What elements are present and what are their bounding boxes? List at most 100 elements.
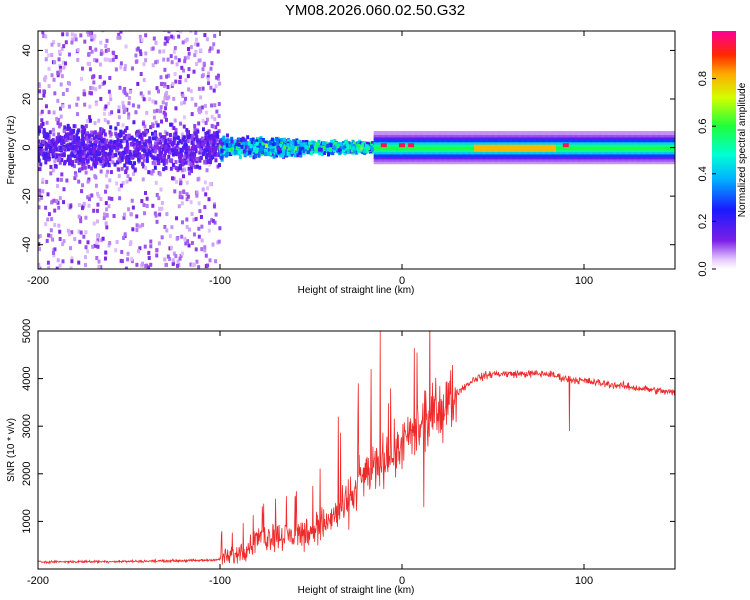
heatmap-cell — [482, 143, 485, 148]
heatmap-cell — [491, 133, 494, 138]
heatmap-cell — [208, 149, 212, 154]
heatmap-cell — [428, 138, 431, 143]
heatmap-cell — [129, 240, 133, 245]
heatmap-cell — [465, 135, 468, 140]
heatmap-cell — [241, 136, 245, 141]
heatmap-cell — [83, 126, 87, 131]
heatmap-cell — [405, 148, 408, 152]
heatmap-cell — [422, 157, 425, 162]
heatmap-cell — [38, 266, 42, 269]
heatmap-cell — [98, 131, 102, 136]
heatmap-cell — [463, 143, 466, 148]
heatmap-cell — [199, 138, 203, 143]
heatmap-cell — [218, 139, 222, 144]
heatmap-cell — [404, 135, 407, 140]
heatmap-cell — [455, 148, 458, 152]
heatmap-cell — [83, 102, 87, 107]
heatmap-cell — [454, 143, 457, 148]
heatmap-cell — [487, 145, 490, 150]
heatmap-cell — [87, 52, 91, 57]
heatmap-cell — [429, 152, 432, 157]
heatmap-cell — [483, 138, 486, 143]
heatmap-cell — [411, 152, 414, 157]
heatmap-cell — [155, 108, 159, 113]
heatmap-cell — [432, 135, 435, 140]
heatmap-cell — [508, 157, 511, 162]
heatmap-cell — [489, 140, 492, 145]
heatmap-cell — [403, 150, 406, 155]
heatmap-cell — [459, 143, 462, 148]
heatmap-cell — [375, 135, 378, 140]
heatmap-cell — [523, 145, 526, 150]
heatmap-cell — [427, 150, 430, 155]
heatmap-cell — [461, 138, 464, 143]
heatmap-cell — [137, 104, 141, 109]
heatmap-cell — [441, 135, 444, 140]
heatmap-cell — [169, 158, 173, 163]
heatmap-cell — [452, 133, 455, 138]
heatmap-cell — [94, 134, 98, 139]
heatmap-cell — [242, 145, 246, 150]
heatmap-cell — [204, 145, 208, 150]
heatmap-cell — [498, 152, 501, 157]
heatmap-cell — [452, 157, 455, 162]
heatmap-cell — [57, 205, 61, 210]
heatmap-cell — [418, 133, 421, 138]
heatmap-cell — [415, 148, 418, 152]
heatmap-cell — [422, 140, 425, 145]
heatmap-cell — [403, 135, 406, 140]
heatmap-cell — [382, 133, 385, 138]
heatmap-cell — [516, 157, 519, 162]
heatmap-cell — [376, 150, 379, 155]
heatmap-cell — [398, 138, 401, 143]
heatmap-cell — [522, 145, 525, 150]
heatmap-cell — [386, 140, 389, 145]
heatmap-cell — [142, 62, 146, 67]
heatmap-cell — [93, 163, 97, 168]
heatmap-cell — [77, 229, 81, 234]
heatmap-cell — [401, 148, 403, 152]
heatmap-cell — [359, 146, 363, 151]
heatmap-cell — [213, 117, 217, 122]
heatmap-cell — [439, 140, 442, 145]
heatmap-cell — [489, 150, 492, 155]
heatmap-cell — [115, 181, 119, 186]
heatmap-cell — [84, 262, 88, 267]
heatmap-cell — [426, 160, 429, 165]
heatmap-cell — [515, 131, 518, 135]
heatmap-cell — [115, 240, 119, 245]
heatmap-cell — [96, 238, 100, 243]
heatmap-cell — [202, 61, 206, 66]
heatmap-cell — [444, 150, 447, 155]
heatmap-cell — [185, 37, 189, 42]
heatmap-cell — [214, 259, 218, 264]
heatmap-cell — [175, 236, 179, 241]
heatmap-cell — [435, 152, 438, 157]
heatmap-cell — [477, 143, 480, 148]
heatmap-cell — [174, 127, 178, 132]
heatmap-cell — [512, 133, 515, 138]
heatmap-cell — [511, 131, 514, 135]
heatmap-cell — [491, 140, 494, 145]
heatmap-cell — [410, 155, 413, 160]
heatmap-cell — [517, 135, 520, 140]
heatmap-cell — [397, 157, 400, 162]
heatmap-cell — [431, 140, 434, 145]
heatmap-cell — [120, 166, 124, 171]
heatmap-cell — [479, 135, 482, 140]
heatmap-cell — [458, 148, 461, 152]
heatmap-cell — [427, 155, 430, 160]
heatmap-cell — [439, 135, 442, 140]
heatmap-cell — [49, 139, 53, 144]
heatmap-cell — [265, 147, 269, 152]
heatmap-cell — [353, 149, 357, 154]
heatmap-cell — [127, 156, 131, 161]
heatmap-cell — [125, 166, 129, 171]
heatmap-cell — [512, 131, 515, 135]
heatmap-cell — [508, 150, 511, 155]
heatmap-cell — [418, 135, 421, 140]
heatmap-cell — [466, 148, 469, 152]
heatmap-cell — [101, 236, 105, 241]
heatmap-cell — [511, 143, 514, 148]
heatmap-cell — [502, 138, 505, 143]
